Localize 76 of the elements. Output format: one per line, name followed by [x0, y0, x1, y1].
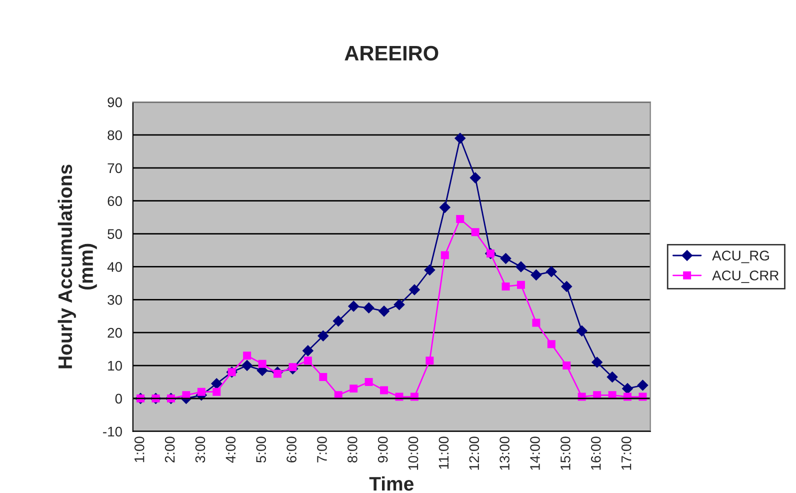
y-tick-label: 40: [107, 262, 122, 272]
x-tick-label: 16:00: [590, 436, 601, 470]
point: [319, 373, 328, 382]
x-tick-label: 4:00: [226, 436, 236, 463]
point: [380, 386, 388, 394]
x-tick-label: 2:00: [164, 436, 175, 462]
legend-label: ACU_CRR: [712, 270, 779, 284]
y-tick-label: 0: [115, 394, 122, 404]
chart-title: AREEIRO: [344, 46, 438, 61]
point: [592, 356, 602, 368]
point: [364, 378, 373, 386]
y-tick-label: 60: [108, 196, 122, 206]
point: [530, 270, 542, 280]
x-tick-label: 3:00: [195, 436, 206, 463]
y-tick-label: 20: [108, 328, 122, 338]
point: [470, 172, 481, 184]
y-tick-label: 80: [108, 130, 122, 140]
point: [212, 388, 221, 396]
point: [546, 266, 557, 278]
y-tick-label: 30: [108, 294, 122, 305]
point: [576, 326, 588, 336]
point: [394, 299, 405, 310]
y-axis-title: Hourly Accumulations (mm): [58, 164, 97, 368]
point: [532, 318, 540, 327]
point: [561, 281, 572, 292]
point: [471, 228, 480, 236]
point: [288, 363, 297, 372]
point: [332, 316, 344, 326]
point: [606, 372, 618, 382]
point: [304, 356, 312, 365]
y-tick-label: 70: [108, 163, 122, 174]
point: [318, 330, 329, 342]
point: [426, 356, 434, 365]
point: [562, 362, 571, 370]
x-tick-label: 15:00: [560, 436, 570, 470]
x-tick-label: 6:00: [286, 436, 296, 462]
point: [243, 352, 252, 360]
point: [348, 300, 360, 312]
x-axis-title: Time: [369, 476, 414, 491]
x-tick-label: 17:00: [621, 436, 632, 470]
point: [350, 384, 358, 393]
point: [439, 202, 450, 213]
x-tick-label: 7:00: [317, 436, 327, 462]
point: [211, 378, 222, 390]
point: [197, 388, 206, 396]
point: [409, 284, 420, 296]
legend-label: ACU_RG: [712, 250, 769, 264]
point: [516, 261, 526, 272]
x-tick-label: 14:00: [530, 436, 540, 470]
point: [516, 280, 525, 289]
point: [258, 360, 266, 368]
y-tick-label: -10: [103, 426, 122, 437]
y-tick-label: 50: [108, 229, 122, 239]
point: [637, 380, 648, 391]
y-tick-label: 10: [108, 360, 122, 371]
point: [500, 253, 512, 264]
x-tick-label: 1:00: [134, 436, 144, 462]
point: [622, 383, 633, 394]
x-tick-label: 13:00: [500, 436, 510, 470]
point: [302, 345, 314, 356]
x-tick-label: 8:00: [347, 436, 358, 463]
point: [502, 282, 510, 290]
point: [363, 302, 374, 314]
point: [547, 340, 556, 348]
point: [440, 251, 449, 260]
x-tick-label: 11:00: [438, 436, 449, 469]
point: [242, 360, 252, 371]
y-tick-label: 90: [108, 97, 122, 108]
point: [378, 306, 390, 317]
x-tick-label: 12:00: [469, 436, 480, 470]
point: [456, 214, 464, 223]
point: [424, 264, 436, 276]
point: [454, 132, 466, 144]
x-tick-label: 9:00: [378, 436, 388, 462]
x-tick-label: 5:00: [256, 436, 266, 463]
x-tick-label: 10:00: [408, 436, 418, 470]
